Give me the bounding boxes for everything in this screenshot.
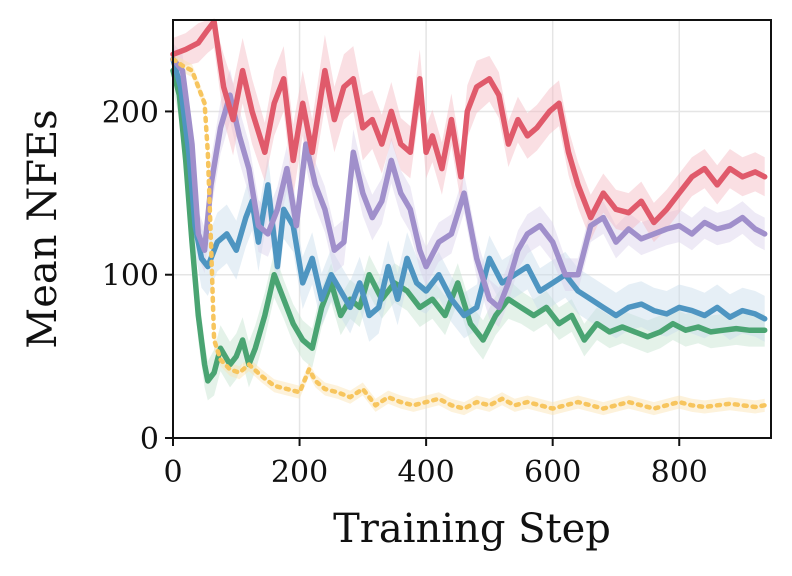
series-line-green xyxy=(170,67,768,384)
y-tick-label: 100 xyxy=(102,259,159,294)
y-axis-title: Mean NFEs xyxy=(20,109,66,348)
x-tick-label: 800 xyxy=(651,455,708,490)
axis-ticks: 0 200 400 600 800 0 100 200 xyxy=(102,95,708,490)
y-tick-label: 200 xyxy=(102,95,159,130)
x-axis-title: Training Step xyxy=(333,506,611,552)
series-line-purple xyxy=(170,56,768,311)
plot-frame xyxy=(172,19,772,439)
band-purple xyxy=(173,42,765,328)
series-line-blue xyxy=(170,56,768,322)
x-tick-label: 400 xyxy=(397,455,454,490)
series-lines xyxy=(170,18,768,411)
band-red xyxy=(173,20,765,243)
y-tick-label: 0 xyxy=(140,422,159,457)
x-tick-label: 0 xyxy=(163,455,182,490)
x-tick-label: 600 xyxy=(524,455,581,490)
series-line-yellow xyxy=(170,56,767,411)
x-tick-label: 200 xyxy=(271,455,328,490)
series-line-red xyxy=(170,18,768,226)
